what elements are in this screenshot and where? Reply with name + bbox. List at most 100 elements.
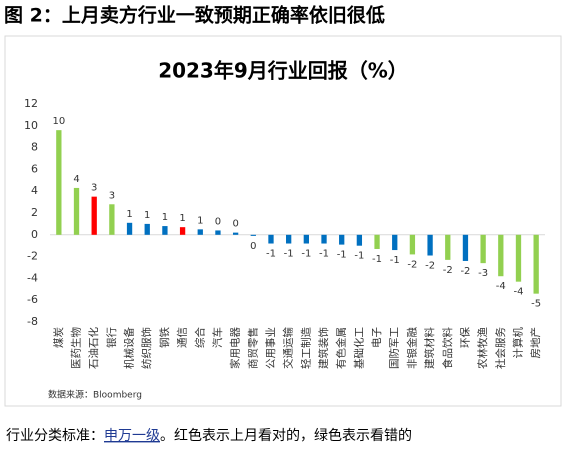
bar <box>56 130 62 235</box>
value-label: -1 <box>372 254 382 265</box>
bar <box>232 232 239 235</box>
value-label: 4 <box>73 174 79 185</box>
x-tick-label: 纺织服饰 <box>140 327 153 369</box>
x-tick-label: 有色金属 <box>335 327 348 369</box>
x-tick-label: 基础化工 <box>352 327 365 369</box>
x-tick-label: 医药生物 <box>70 327 83 369</box>
x-tick-label: 计算机 <box>511 327 524 359</box>
bar <box>409 234 416 255</box>
figure-caption: 图 2：上月卖方行业一致预期正确率依旧很低 <box>4 4 385 27</box>
bar <box>91 196 97 235</box>
value-label: 1 <box>144 210 150 221</box>
bar <box>73 187 80 235</box>
y-tick-label: -6 <box>27 293 38 306</box>
value-label: -1 <box>337 250 347 261</box>
value-label: 0 <box>215 216 221 227</box>
y-tick-label: -2 <box>27 250 38 263</box>
bar <box>126 222 133 235</box>
bar <box>162 226 168 235</box>
value-label: 3 <box>91 183 97 194</box>
y-tick-label: 12 <box>24 97 38 110</box>
y-tick-label: 8 <box>31 141 38 154</box>
y-tick-label: -4 <box>27 271 38 284</box>
bar <box>197 229 203 235</box>
x-tick-label: 非银金融 <box>405 327 418 369</box>
x-tick-label: 银行 <box>105 327 118 348</box>
x-tick-label: 农林牧渔 <box>476 327 489 369</box>
x-tick-label: 综合 <box>193 327 206 348</box>
footer-note: 行业分类标准：申万一级。红色表示上月看对的，绿色表示看错的 <box>6 427 412 444</box>
x-tick-label: 家用电器 <box>229 327 242 369</box>
value-label: -1 <box>301 249 311 260</box>
value-label: 3 <box>109 190 115 201</box>
x-tick-label: 交通运输 <box>282 327 295 369</box>
y-tick-label: -8 <box>27 315 38 328</box>
value-label: -1 <box>319 249 329 260</box>
bar <box>215 230 221 235</box>
y-tick-label: 2 <box>31 206 38 219</box>
bar <box>356 234 363 246</box>
bar <box>250 234 256 236</box>
bar <box>515 234 522 282</box>
bar <box>286 234 292 244</box>
value-label: -5 <box>531 299 541 310</box>
value-label: 10 <box>52 116 65 127</box>
value-label: -3 <box>478 268 488 279</box>
value-label: -1 <box>354 251 364 262</box>
bar <box>427 234 433 256</box>
value-label: 1 <box>126 209 132 220</box>
y-tick-label: 4 <box>31 184 38 197</box>
bar <box>144 223 150 235</box>
x-tick-label: 石油石化 <box>87 327 100 369</box>
bar <box>533 234 539 294</box>
value-label: 1 <box>197 215 203 226</box>
x-tick-label: 国防军工 <box>388 327 401 369</box>
footer-link: 申万一级 <box>104 428 160 444</box>
source-note: 数据来源：Bloomberg <box>48 389 142 401</box>
y-tick-label: 10 <box>24 119 38 132</box>
bar <box>339 234 345 245</box>
x-tick-label: 公用事业 <box>264 327 277 369</box>
x-tick-label: 煤炭 <box>52 327 65 348</box>
bar <box>498 234 504 277</box>
value-label: -1 <box>390 255 400 266</box>
y-tick-label: 0 <box>31 228 38 241</box>
bar <box>445 234 451 260</box>
bar <box>462 234 469 261</box>
bar <box>109 204 115 235</box>
value-label: 1 <box>179 213 185 224</box>
bar <box>392 234 398 251</box>
value-label: -1 <box>284 249 294 260</box>
x-tick-label: 房地产 <box>529 327 542 359</box>
x-tick-label: 社会服务 <box>494 327 507 369</box>
bar <box>480 234 486 264</box>
x-tick-label: 环保 <box>458 327 471 348</box>
value-label: 0 <box>232 219 238 230</box>
value-label: -2 <box>460 266 470 277</box>
x-tick-label: 机械设备 <box>123 327 136 369</box>
x-tick-label: 电子 <box>370 327 383 348</box>
x-tick-label: 建筑装饰 <box>317 327 330 369</box>
value-label: -2 <box>407 259 417 270</box>
chart-title: 2023年9月行业回报（%） <box>158 59 408 83</box>
value-label: -1 <box>266 249 276 260</box>
bar <box>268 234 274 244</box>
value-label: 0 <box>250 241 256 252</box>
x-tick-label: 通信 <box>177 327 189 348</box>
x-tick-label: 商贸零售 <box>246 327 259 369</box>
y-tick-label: 6 <box>31 162 38 175</box>
value-label: -2 <box>425 261 435 272</box>
value-label: -4 <box>513 287 523 298</box>
bar <box>374 234 380 249</box>
x-tick-label: 建筑材料 <box>423 327 436 369</box>
footer-prefix: 行业分类标准： <box>6 428 104 444</box>
value-label: -2 <box>443 265 453 276</box>
footer-suffix: 。红色表示上月看对的，绿色表示看错的 <box>160 427 412 444</box>
x-tick-label: 食品饮料 <box>441 327 454 369</box>
bar <box>303 234 309 244</box>
chart-frame <box>4 35 562 407</box>
x-tick-label: 汽车 <box>211 327 224 348</box>
bar <box>179 227 186 235</box>
